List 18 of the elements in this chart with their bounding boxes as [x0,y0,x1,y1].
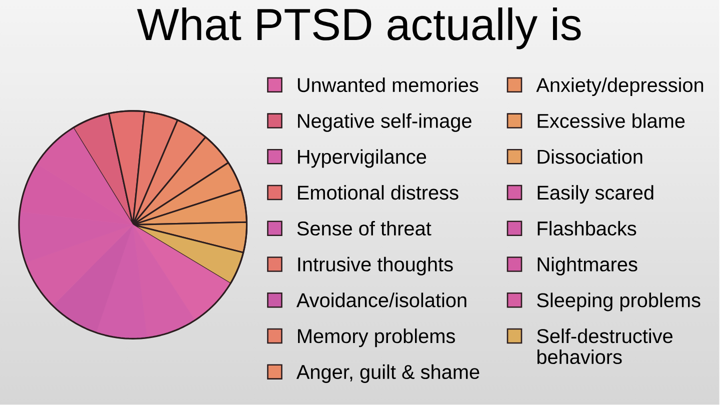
legend-label: Hypervigilance [298,149,426,168]
legend-label: Dissociation [538,149,642,164]
legend-label: Flashbacks [538,221,636,236]
legend-label: Anger, guilt & shame [296,364,480,384]
legend-label: Easily scared [538,185,654,204]
legend-label: Emotional distress [298,185,458,200]
legend-label: Avoidance/isolation [296,292,466,308]
legend-label: Excessive blame [538,114,685,128]
legend-label: Intrusive thoughts [298,257,453,276]
legend-label: Nightmares [538,257,638,276]
legend-label: Sense of threat [297,221,432,236]
chart-title: What PTSD actually is [137,8,581,50]
legend-label: Sleeping problems [537,292,700,312]
legend-label: Unwanted memories [298,78,478,92]
legend-label: Memory problems [298,328,455,348]
legend-label: Self-destructive behaviors [537,328,672,364]
legend-label: Negative self-image [298,114,472,132]
legend-label: Anxiety/depression [536,78,704,96]
